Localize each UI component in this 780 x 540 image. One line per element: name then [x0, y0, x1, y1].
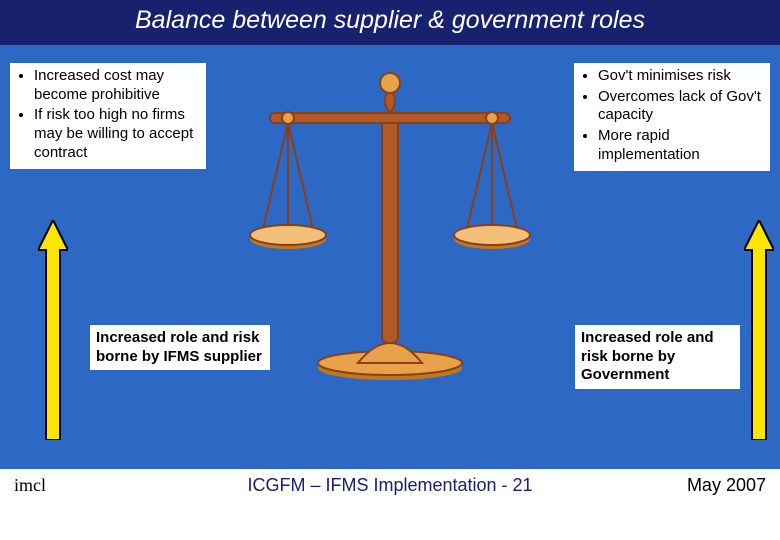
supplier-role-label: Increased role and risk borne by IFMS su… — [90, 325, 270, 371]
slide-body: Increased cost may become prohibitive If… — [0, 45, 780, 467]
slide-footer: imcl ICGFM – IFMS Implementation - 21 Ma… — [0, 467, 780, 503]
balance-scale-graphic — [240, 53, 540, 383]
up-arrow-right-icon — [744, 220, 774, 440]
list-item: If risk too high no firms may be willing… — [34, 106, 200, 162]
cons-supplier-box: Increased cost may become prohibitive If… — [10, 63, 206, 169]
list-item: Gov't minimises risk — [598, 67, 764, 86]
slide-title: Balance between supplier & government ro… — [0, 0, 780, 45]
footer-left: imcl — [14, 475, 154, 496]
up-arrow-left-icon — [38, 220, 68, 440]
list-item: More rapid implementation — [598, 127, 764, 165]
footer-center: ICGFM – IFMS Implementation - 21 — [154, 475, 626, 496]
footer-right: May 2007 — [626, 475, 766, 496]
list-item: Increased cost may become prohibitive — [34, 67, 200, 105]
pros-government-box: Gov't minimises risk Overcomes lack of G… — [574, 63, 770, 171]
government-role-label: Increased role and risk borne by Governm… — [575, 325, 740, 389]
list-item: Overcomes lack of Gov't capacity — [598, 88, 764, 126]
